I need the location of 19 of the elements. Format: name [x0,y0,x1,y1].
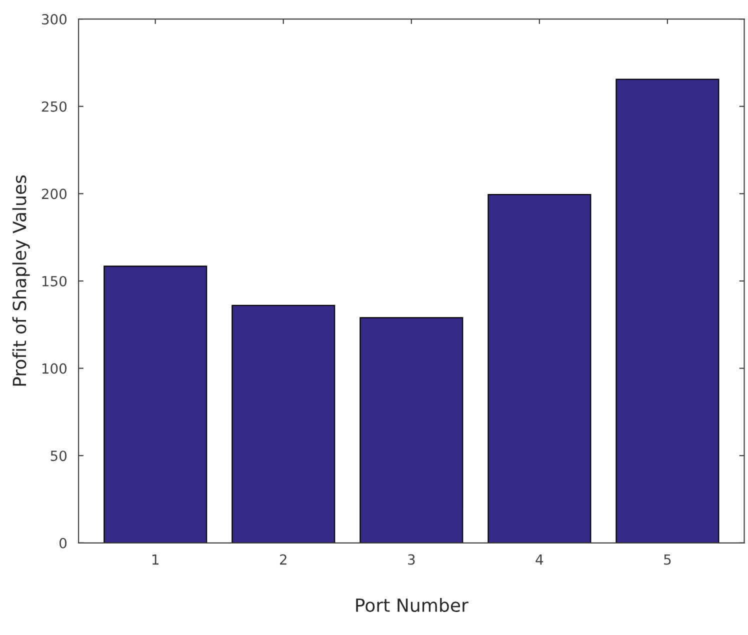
x-tick-label: 2 [280,554,286,565]
y-tick-label: 300 [42,14,67,25]
bar [232,304,336,543]
bar [616,78,720,543]
y-tick-label: 100 [42,363,67,374]
x-tick-label: 1 [152,554,158,565]
x-tick-label: 5 [664,554,671,565]
y-tick-label: 200 [42,188,67,200]
y-axis-title: Profit of Shapley Values [12,175,30,386]
y-tick-label: 150 [42,276,67,286]
x-axis-title: Port Number [356,598,468,612]
bar [488,194,592,543]
x-tick-label: 3 [408,554,415,565]
y-tick-label: 250 [42,101,67,112]
x-tick-label: 4 [536,554,544,565]
y-tick-label: 0 [60,538,67,548]
bar [360,317,464,543]
bar [104,266,208,543]
y-tick-label: 50 [50,450,67,462]
